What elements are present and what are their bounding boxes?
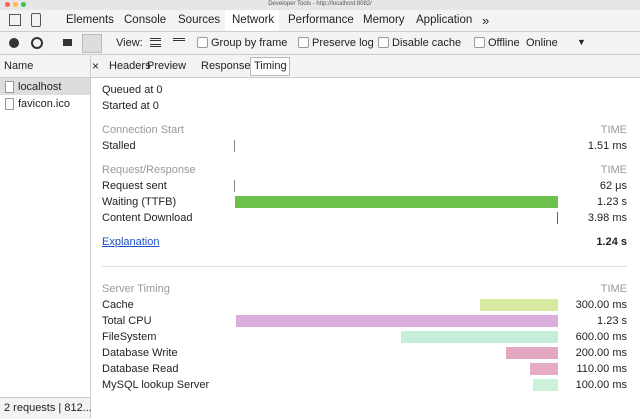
tab-bar: Elements Console Sources Network Performance… [0, 10, 640, 32]
tab[interactable]: Console [124, 14, 167, 26]
timing-bar [533, 379, 558, 391]
started: Started at 0 [102, 100, 159, 112]
status-bar: 2 requests | 812... [4, 402, 92, 414]
detail-tab[interactable]: Preview [147, 60, 187, 72]
waterfall[interactable] [173, 38, 185, 47]
tab[interactable]: Elements [66, 14, 114, 26]
timing-bar [480, 299, 558, 311]
section-title: Server Timing [102, 283, 170, 295]
row-label: Total CPU [102, 315, 152, 327]
clear-button[interactable] [31, 37, 43, 49]
checkbox[interactable] [298, 37, 309, 48]
explanation-link[interactable]: Explanation [102, 236, 160, 248]
timing-bar [234, 140, 235, 152]
row-label: Content Download [102, 212, 193, 224]
tab[interactable]: Memory [363, 14, 405, 26]
tab[interactable]: Application [416, 14, 473, 26]
timing-bar [557, 212, 558, 224]
timing-bar [530, 363, 558, 375]
toolbar: View: Group by frame Preserve log Disable … [0, 32, 640, 55]
column-header: TIME [600, 164, 627, 176]
row-time: 110.00 ms [576, 363, 627, 375]
column-header: TIME [600, 283, 627, 295]
request-name[interactable]: localhost [18, 81, 62, 93]
row-label: FileSystem [102, 331, 157, 343]
view-label: View: [116, 37, 143, 49]
record-button[interactable] [9, 38, 19, 48]
checkbox-label[interactable]: Preserve log [312, 37, 374, 49]
checkbox-label[interactable]: Offline [488, 37, 520, 49]
section-title: Connection Start [102, 124, 184, 136]
timing-bar [236, 315, 558, 327]
row-label: Request sent [102, 180, 167, 192]
row-time: 3.98 ms [587, 212, 627, 224]
row-time: 1.23 s [597, 196, 627, 208]
row-time: 1.51 ms [587, 140, 627, 152]
device-icon[interactable] [31, 13, 41, 27]
row-time: 62 μs [599, 180, 627, 192]
timing-bar [234, 180, 235, 192]
active-tab-bg [225, 10, 279, 31]
row-time: 600.00 ms [575, 331, 627, 343]
screenshot-button[interactable] [63, 39, 72, 46]
row-label: Cache [102, 299, 134, 311]
section-title: Request/Response [102, 164, 196, 176]
row-time: 100.00 ms [575, 379, 627, 391]
file-icon [5, 98, 14, 110]
column-header[interactable]: Name [4, 60, 34, 72]
tab[interactable]: Performance [288, 14, 354, 26]
row-label: Database Read [102, 363, 179, 375]
detail-tab[interactable]: Headers [109, 60, 151, 72]
detail-tab[interactable]: Timing [254, 60, 287, 72]
detail-tabs: × Headers Preview Response Timing [91, 55, 640, 78]
more-tabs[interactable]: » [482, 13, 490, 28]
row-time: 300.00 ms [575, 299, 627, 311]
row-time: 1.23 s [597, 315, 627, 327]
row-label: Database Write [102, 347, 178, 359]
window-title: Developer Tools - http://localhost:8082/ [268, 1, 372, 7]
column-header: TIME [600, 124, 627, 136]
timing-bar [506, 347, 558, 359]
checkbox-label[interactable]: Group by frame [211, 37, 288, 49]
detail-tab[interactable]: Response [201, 60, 251, 72]
checkbox[interactable] [474, 37, 485, 48]
close-button[interactable]: × [92, 59, 100, 73]
timing-bar [235, 196, 558, 208]
dropdown-arrow[interactable]: ▼ [577, 37, 586, 47]
checkbox[interactable] [197, 37, 208, 48]
timing-bar [401, 331, 558, 343]
request-name[interactable]: favicon.ico [18, 98, 70, 110]
queued: Queued at 0 [102, 84, 163, 96]
checkbox[interactable] [378, 37, 389, 48]
inspect-icon[interactable] [9, 14, 21, 26]
separator [102, 266, 627, 267]
large-rows[interactable] [150, 38, 161, 47]
checkbox-label[interactable]: Disable cache [392, 37, 462, 49]
title-bar: Developer Tools - http://localhost:8082/ [0, 0, 640, 10]
tab[interactable]: Network [232, 14, 275, 26]
file-icon [5, 81, 14, 93]
request-list: Name localhost favicon.ico 2 requests | 8… [0, 55, 92, 419]
tab[interactable]: Sources [178, 14, 221, 26]
row-label: Stalled [102, 140, 136, 152]
row-label: MySQL lookup Server [102, 379, 210, 391]
filter-button[interactable] [82, 34, 102, 53]
row-time: 200.00 ms [575, 347, 627, 359]
total-time: 1.24 s [596, 236, 627, 248]
row-label: Waiting (TTFB) [102, 196, 177, 208]
throttle-select[interactable]: Online [526, 37, 558, 49]
